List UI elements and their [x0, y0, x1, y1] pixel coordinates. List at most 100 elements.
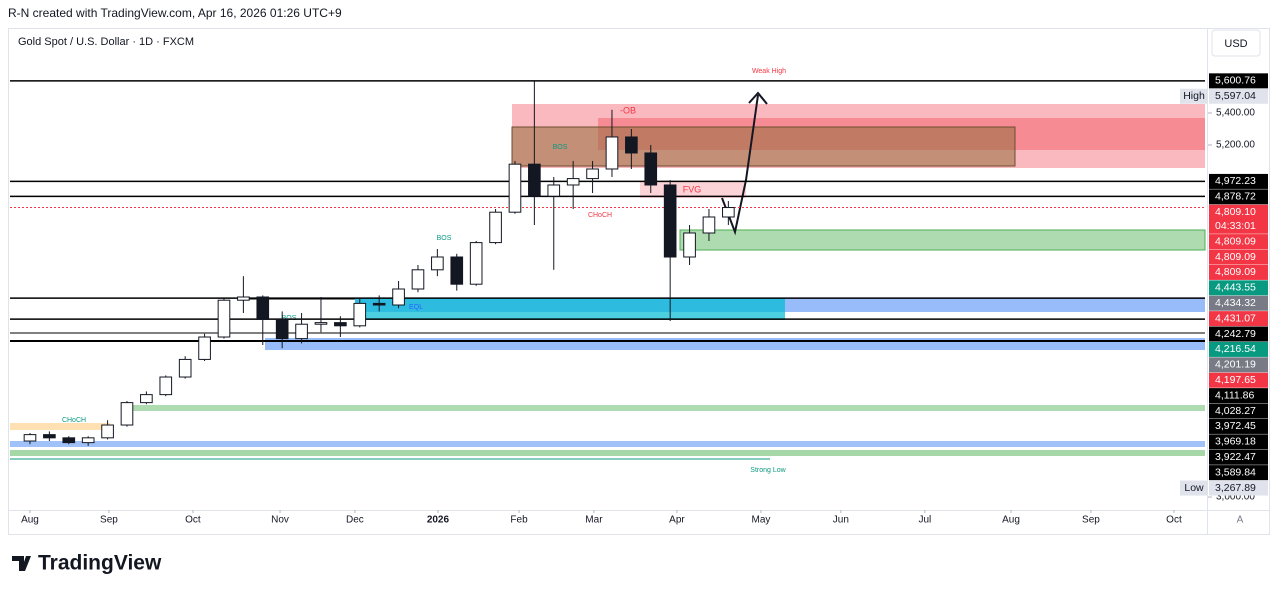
- arrow-head: [748, 91, 768, 105]
- eql-zone: [355, 298, 785, 320]
- candle-body: [625, 136, 638, 154]
- price-label: 4,431.07: [1215, 312, 1256, 324]
- candle-body: [605, 136, 619, 170]
- price-label: 4,028.27: [1215, 405, 1256, 417]
- drawings: [10, 80, 1206, 460]
- brand: TradingView: [38, 552, 162, 575]
- candle-body: [722, 207, 735, 218]
- annotation: FVG: [683, 184, 702, 194]
- price-label: 4,809.09: [1215, 266, 1256, 278]
- x-tick-label: May: [751, 515, 770, 526]
- candle-body: [566, 178, 580, 186]
- candle-body: [450, 256, 464, 285]
- price-label: 4,809.10: [1215, 206, 1256, 218]
- candle-body: [178, 358, 192, 378]
- price-label-box: [1209, 357, 1268, 373]
- currency-button[interactable]: [1211, 29, 1261, 57]
- price-label-box: [1209, 418, 1268, 434]
- price-label-box: [1209, 326, 1268, 342]
- candle-body: [411, 269, 425, 290]
- y-tick-label: 5,400.00: [1216, 108, 1255, 119]
- price-label-box: [1209, 249, 1268, 265]
- candle-body: [217, 299, 231, 338]
- candle-body: [198, 336, 211, 360]
- x-tick-label: Sep: [100, 515, 118, 526]
- candle-body: [237, 296, 250, 301]
- candle-body: [23, 434, 37, 442]
- x-tick-label: Aug: [1002, 515, 1020, 526]
- candle-body: [314, 322, 328, 325]
- annotation: Strong Low: [750, 467, 786, 474]
- candle-body: [159, 376, 173, 396]
- price-label-box: [1209, 295, 1268, 311]
- price-label: 4,972.23: [1215, 175, 1256, 187]
- annotation: BOS: [553, 144, 568, 151]
- x-tick-label: 2026: [427, 515, 450, 526]
- price-label: 5,597.04: [1215, 90, 1256, 102]
- price-label: 4,809.09: [1215, 235, 1256, 247]
- price-label: 3,589.84: [1215, 466, 1256, 478]
- auto-scale-button[interactable]: A: [1237, 515, 1244, 526]
- price-label: 3,267.89: [1215, 482, 1256, 494]
- annotation: Weak High: [752, 68, 786, 75]
- countdown: 04:33:01: [1215, 220, 1256, 232]
- green-zone: [10, 450, 1205, 456]
- blue-zone: [265, 338, 1205, 350]
- x-tick-label: Aug: [21, 515, 39, 526]
- price-label: 3,969.18: [1215, 436, 1256, 448]
- candle-body: [275, 318, 289, 340]
- x-tick-label: Dec: [346, 515, 364, 526]
- demand-zone: [679, 229, 1206, 251]
- candle-body: [586, 168, 599, 180]
- x-tick-label: Oct: [1166, 515, 1182, 526]
- green-zone: [125, 405, 1205, 411]
- price-label-box: [1209, 434, 1268, 450]
- candle-body: [508, 163, 522, 213]
- price-label: 4,809.09: [1215, 251, 1256, 263]
- price-label: 4,201.19: [1215, 359, 1256, 371]
- price-label: 4,216.54: [1215, 343, 1256, 355]
- price-label-box: [1209, 449, 1268, 465]
- candle-body: [334, 322, 347, 327]
- logo-mark: [12, 556, 31, 571]
- price-label: 3,972.45: [1215, 420, 1256, 432]
- brown-zone: [511, 126, 1016, 167]
- candle-body: [489, 211, 502, 244]
- price-label: 4,878.72: [1215, 191, 1256, 203]
- candle-body: [469, 242, 483, 285]
- x-tick-label: Oct: [185, 515, 201, 526]
- y-tick-label: 5,200.00: [1216, 140, 1255, 151]
- symbol-title: Gold Spot / U.S. Dollar · 1D · FXCM: [18, 36, 194, 48]
- choch-zone: [10, 423, 110, 430]
- price-label-box: [1209, 280, 1268, 296]
- price-label: 5,600.76: [1215, 75, 1256, 87]
- footer-logo: TradingView: [12, 552, 162, 575]
- x-tick-label: Jun: [833, 515, 849, 526]
- price-note: High: [1183, 90, 1205, 102]
- annotation: EQL: [409, 304, 423, 311]
- x-tick-label: Jul: [918, 515, 931, 526]
- caption: R-N created with TradingView.com, Apr 16…: [8, 6, 342, 20]
- annotation: BOS: [437, 235, 452, 242]
- price-label: 4,434.32: [1215, 297, 1256, 309]
- candle-body: [256, 296, 270, 320]
- price-note: Low: [1184, 482, 1204, 494]
- currency[interactable]: USD: [1224, 38, 1247, 50]
- candle-body: [683, 232, 696, 258]
- x-tick-label: Sep: [1082, 515, 1100, 526]
- price-label-box: [1209, 234, 1268, 250]
- price-label-box: [1209, 311, 1268, 327]
- candle-body: [663, 184, 677, 258]
- blue-zone: [10, 441, 1205, 447]
- candle-body: [431, 256, 444, 271]
- price-label: 4,111.86: [1215, 389, 1254, 401]
- candle-body: [392, 288, 405, 306]
- candle-body: [644, 152, 658, 186]
- annotation: BOS: [282, 315, 297, 322]
- candle-body: [353, 302, 367, 327]
- annotation: CHoCH: [588, 212, 612, 219]
- price-label-box: [1209, 341, 1268, 357]
- candle-body: [702, 216, 716, 234]
